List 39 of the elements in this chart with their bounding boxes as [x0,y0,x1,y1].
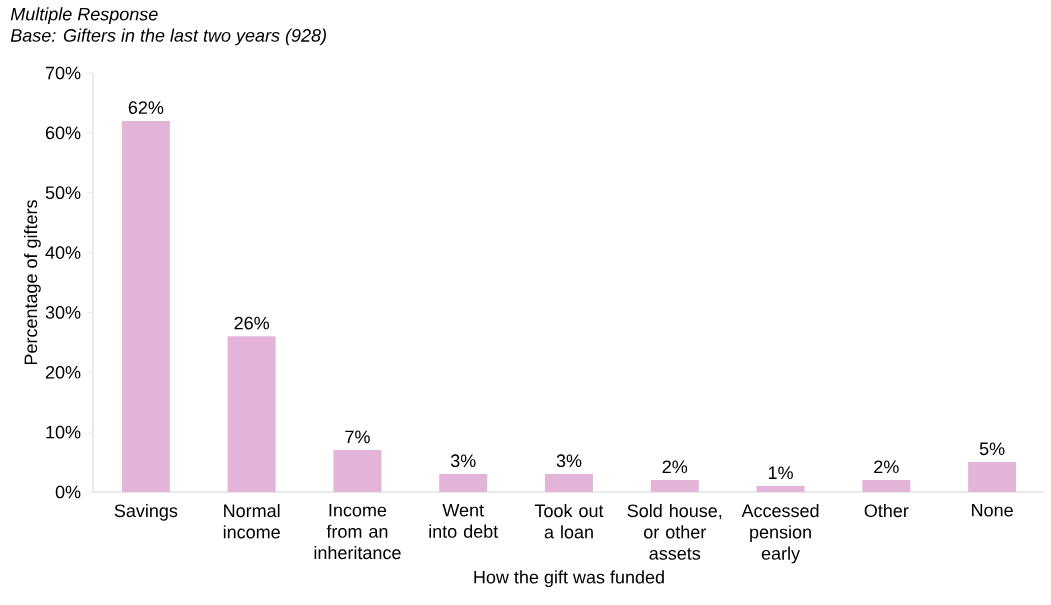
x-tick-label: Went into debt [429,503,499,538]
data-label: 2% [662,460,688,474]
x-tick-label: Income from an inheritance [314,503,401,560]
chart-subtitle: Base: Gifters in the last two years (928) [10,28,326,46]
bar [756,486,805,492]
data-label: 26% [234,316,270,330]
y-tick-label: 40% [45,246,81,259]
y-tick-label: 20% [45,365,81,379]
data-label: 7% [345,430,370,444]
data-label: 5% [979,442,1005,456]
data-label: 3% [450,454,476,468]
y-tick-label: 0% [55,485,81,499]
y-axis-title: Percentage of gifters [24,200,41,365]
y-tick-label: 60% [45,126,81,140]
data-label: 2% [874,460,899,474]
data-label: 62% [128,101,164,114]
x-tick-label: Normal income [223,503,280,539]
x-tick-label: Took out a loan [534,503,604,539]
chart-title: Multiple Response [10,7,158,25]
y-tick-label: 70% [45,66,81,80]
x-axis-title: How the gift was funded [474,570,664,588]
bar [862,480,911,492]
x-tick-label: Accessed pension early [741,503,819,564]
x-tick-label: Savings [114,503,178,521]
x-tick-label: None [972,503,1013,517]
data-label: 3% [556,454,582,468]
data-label: 1% [768,466,793,480]
x-tick-label: Sold house, or other assets [627,503,722,560]
y-tick-label: 10% [46,425,81,439]
bar [968,462,1017,492]
bar [439,474,488,492]
bar [227,336,276,492]
y-tick-label: 50% [45,186,81,200]
bar [650,480,699,492]
y-tick-label: 30% [45,306,81,319]
x-tick-label: Other [864,503,909,518]
bar [121,120,170,492]
bar [333,450,382,492]
bar [545,474,593,492]
